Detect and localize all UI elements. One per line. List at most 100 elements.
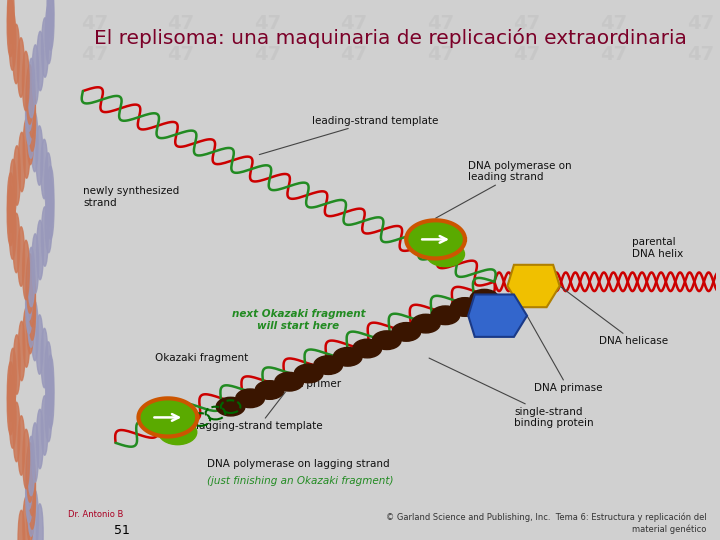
Circle shape	[27, 288, 35, 347]
Text: 47: 47	[513, 14, 541, 33]
Circle shape	[314, 356, 343, 374]
Circle shape	[45, 382, 52, 442]
Text: DNA polymerase on
leading strand: DNA polymerase on leading strand	[436, 161, 572, 218]
Circle shape	[18, 510, 24, 540]
Circle shape	[17, 38, 24, 97]
Circle shape	[19, 132, 25, 192]
Circle shape	[7, 0, 14, 43]
Text: lagging-strand template: lagging-strand template	[196, 392, 323, 431]
Circle shape	[18, 227, 24, 286]
Circle shape	[28, 436, 35, 496]
Circle shape	[9, 200, 16, 259]
Text: 47: 47	[253, 45, 281, 64]
Circle shape	[29, 78, 35, 138]
Text: parental
DNA helix: parental DNA helix	[631, 237, 683, 259]
Circle shape	[431, 306, 459, 325]
Circle shape	[451, 298, 480, 316]
Circle shape	[14, 146, 20, 205]
Circle shape	[275, 373, 304, 391]
Circle shape	[26, 261, 32, 320]
Text: El replisoma: una maquinaria de replicación extraordinaria: El replisoma: una maquinaria de replicac…	[94, 28, 687, 48]
Circle shape	[45, 342, 52, 401]
Circle shape	[7, 186, 14, 246]
Circle shape	[23, 497, 30, 540]
Circle shape	[470, 289, 499, 308]
Circle shape	[22, 240, 30, 300]
Circle shape	[411, 314, 440, 333]
Circle shape	[37, 409, 43, 469]
Text: 47: 47	[600, 14, 627, 33]
Circle shape	[26, 450, 32, 509]
Circle shape	[353, 339, 382, 358]
Circle shape	[7, 375, 14, 435]
Circle shape	[42, 18, 48, 77]
Circle shape	[13, 24, 19, 84]
Circle shape	[22, 51, 29, 111]
Circle shape	[27, 294, 34, 354]
Circle shape	[36, 126, 42, 185]
Circle shape	[18, 416, 24, 475]
Circle shape	[235, 389, 264, 408]
Circle shape	[158, 420, 197, 444]
Text: (just finishing an Okazaki fragment): (just finishing an Okazaki fragment)	[207, 476, 394, 486]
Circle shape	[256, 381, 284, 400]
Circle shape	[9, 11, 16, 70]
Text: 47: 47	[513, 45, 541, 64]
Text: DNA polymerase on lagging strand: DNA polymerase on lagging strand	[207, 459, 390, 469]
Circle shape	[41, 139, 48, 199]
Circle shape	[426, 242, 464, 267]
Circle shape	[7, 0, 14, 57]
Circle shape	[27, 105, 34, 165]
Circle shape	[9, 159, 17, 219]
Circle shape	[13, 213, 19, 273]
Circle shape	[406, 220, 465, 259]
Circle shape	[45, 193, 52, 253]
Polygon shape	[508, 265, 559, 307]
Circle shape	[27, 483, 33, 540]
Circle shape	[392, 322, 420, 341]
Circle shape	[27, 254, 33, 313]
Circle shape	[45, 153, 52, 212]
Circle shape	[7, 362, 14, 421]
Circle shape	[45, 4, 52, 64]
Circle shape	[27, 65, 33, 124]
Circle shape	[48, 369, 54, 428]
Circle shape	[9, 389, 16, 448]
Text: next Okazaki fragment
will start here: next Okazaki fragment will start here	[232, 309, 365, 330]
Text: 47: 47	[81, 45, 108, 64]
Circle shape	[9, 348, 17, 408]
Circle shape	[7, 173, 14, 232]
Circle shape	[48, 180, 54, 239]
Text: 51: 51	[114, 524, 130, 537]
Circle shape	[48, 0, 54, 50]
Polygon shape	[468, 294, 527, 337]
Text: 47: 47	[600, 45, 627, 64]
Text: 47: 47	[253, 14, 281, 33]
Text: single-strand
binding protein: single-strand binding protein	[429, 358, 593, 428]
Circle shape	[32, 234, 39, 293]
Circle shape	[47, 166, 54, 226]
Text: 47: 47	[341, 45, 367, 64]
Circle shape	[333, 347, 362, 366]
Circle shape	[23, 308, 30, 367]
Circle shape	[41, 328, 48, 388]
Circle shape	[26, 72, 32, 131]
Circle shape	[27, 443, 33, 502]
Circle shape	[41, 396, 48, 455]
Circle shape	[47, 355, 54, 415]
Circle shape	[37, 220, 43, 280]
Circle shape	[28, 58, 35, 118]
Circle shape	[26, 85, 32, 145]
Circle shape	[37, 504, 43, 540]
Text: Okazaki fragment: Okazaki fragment	[155, 353, 248, 363]
Circle shape	[26, 274, 32, 334]
Circle shape	[32, 423, 38, 482]
Circle shape	[28, 477, 35, 536]
Circle shape	[216, 397, 245, 416]
Text: Dr. Antonio B: Dr. Antonio B	[68, 510, 123, 519]
Circle shape	[29, 470, 35, 529]
Text: © Garland Science and Publishing, Inc.  Tema 6: Estructura y replicación del: © Garland Science and Publishing, Inc. T…	[386, 513, 707, 522]
Circle shape	[32, 301, 38, 361]
Circle shape	[29, 456, 35, 516]
Circle shape	[31, 112, 38, 172]
